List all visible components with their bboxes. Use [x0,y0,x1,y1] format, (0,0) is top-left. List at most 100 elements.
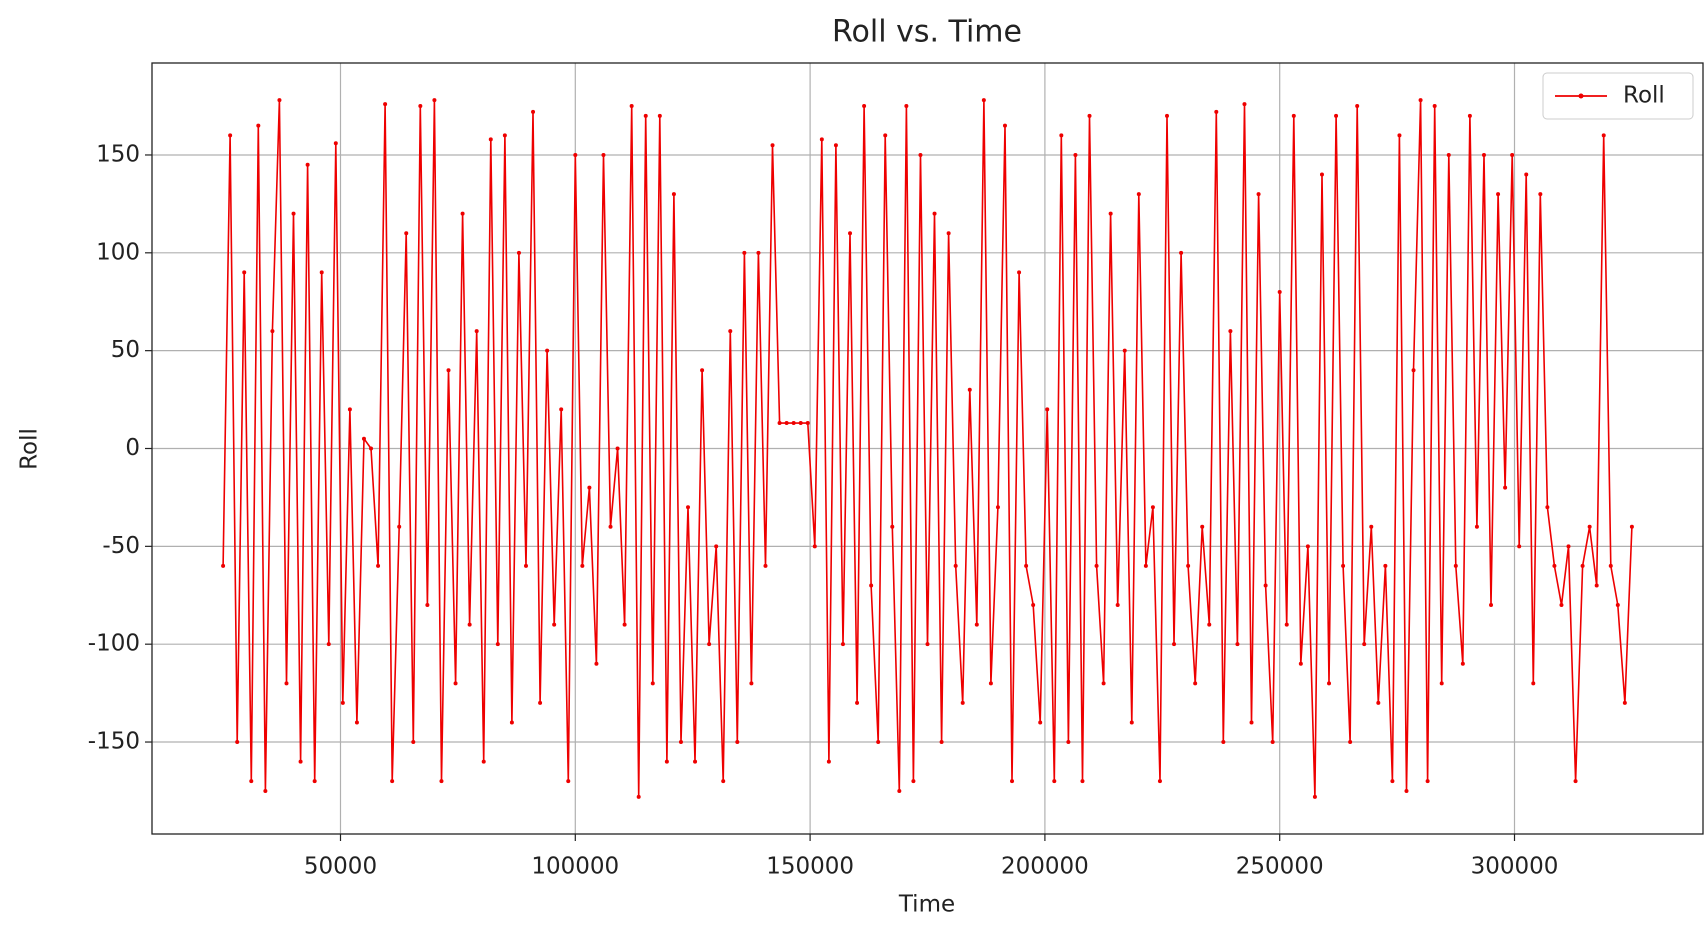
legend-label: Roll [1623,83,1665,109]
point [1319,172,1324,177]
point [305,162,310,167]
point [1193,681,1198,686]
point [1179,250,1184,255]
point [1108,211,1113,216]
point [883,133,888,138]
point [1538,192,1543,197]
point [939,740,944,745]
point [404,231,409,236]
point [848,231,853,236]
point [1172,642,1177,647]
point [270,329,275,334]
point [326,642,331,647]
point [446,368,451,373]
point [1404,788,1409,793]
point [228,133,233,138]
point [1129,720,1134,725]
x-tick-label: 250000 [1236,854,1324,880]
point [735,740,740,745]
point [1524,172,1529,177]
point [1249,720,1254,725]
point [784,421,789,426]
point [411,740,416,745]
point [474,329,479,334]
y-tick-label: -150 [88,729,140,755]
point [742,250,747,255]
point [1369,524,1374,529]
point [833,143,838,148]
point [249,779,254,784]
point [1601,133,1606,138]
point [608,524,613,529]
point [622,622,627,627]
plot-frame [151,62,1704,835]
y-tick-label: -50 [102,533,140,559]
point [960,700,965,705]
point [1397,133,1402,138]
point [1432,104,1437,109]
point [826,759,831,764]
point [383,102,388,107]
point [1439,681,1444,686]
point [629,104,634,109]
point [361,436,366,441]
point [1453,563,1458,568]
point [1038,720,1043,725]
point [805,421,810,426]
point [1629,524,1634,529]
point [418,104,423,109]
point [876,740,881,745]
point [925,642,930,647]
x-tick-label: 200000 [1001,854,1089,880]
point [918,152,923,157]
point [1017,270,1022,275]
point [1284,622,1289,627]
point [798,421,803,426]
point [1214,109,1219,114]
point [284,681,289,686]
point [1298,661,1303,666]
point [1031,603,1036,608]
point [1235,642,1240,647]
point [791,421,796,426]
point [1496,192,1501,197]
point [1594,583,1599,588]
point [256,123,261,128]
point [397,524,402,529]
point [1467,113,1472,118]
point [678,740,683,745]
point [291,211,296,216]
point [566,779,571,784]
point [502,133,507,138]
point [495,642,500,647]
point [869,583,874,588]
point [671,192,676,197]
point [1334,113,1339,118]
point [1481,152,1486,157]
point [988,681,993,686]
point [516,250,521,255]
legend-marker [1578,93,1584,99]
point [1115,603,1120,608]
point [995,505,1000,510]
point [728,329,733,334]
point [946,231,951,236]
point [523,563,528,568]
point [1327,681,1332,686]
point [1615,603,1620,608]
point [1221,740,1226,745]
series [221,98,1634,799]
point [763,563,768,568]
y-tick-label: 0 [125,435,140,461]
point [460,211,465,216]
point [1390,779,1395,784]
point [1200,524,1205,529]
x-axis-label: Time [898,892,955,918]
point [390,779,395,784]
point [812,544,817,549]
point [1348,740,1353,745]
point [1087,113,1092,118]
point [1263,583,1268,588]
point [573,152,578,157]
point [1002,123,1007,128]
